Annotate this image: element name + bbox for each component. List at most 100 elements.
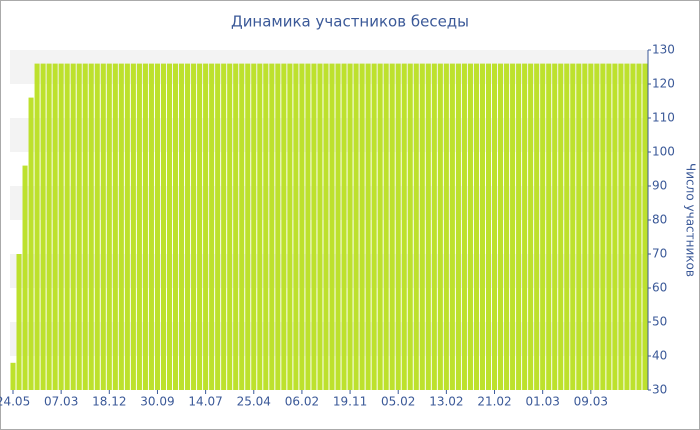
y-tick-label: 30 (652, 383, 667, 397)
bar (504, 63, 510, 390)
y-tick-label: 50 (652, 315, 667, 329)
bar (40, 63, 46, 390)
bar (215, 63, 221, 390)
x-tick-label: 07.03 (44, 395, 78, 409)
bar (227, 63, 233, 390)
bar (401, 63, 407, 390)
bar (347, 63, 353, 390)
bar (425, 63, 431, 390)
bar (311, 63, 317, 390)
bar (239, 63, 245, 390)
bar (197, 63, 203, 390)
bar (323, 63, 329, 390)
bar (455, 63, 461, 390)
bar (317, 63, 323, 390)
bar (16, 254, 22, 390)
bar (58, 63, 64, 390)
bar (148, 63, 154, 390)
bar (299, 63, 305, 390)
bar (100, 63, 106, 390)
bar (606, 63, 612, 390)
bar (576, 63, 582, 390)
bar (269, 63, 275, 390)
bar (473, 63, 479, 390)
bar (618, 63, 624, 390)
bar (546, 63, 552, 390)
bar (407, 63, 413, 390)
bar (64, 63, 70, 390)
bar (293, 63, 299, 390)
bar (106, 63, 112, 390)
bar (76, 63, 82, 390)
bar (287, 63, 293, 390)
bar (209, 63, 215, 390)
bar (34, 63, 40, 390)
bar (630, 63, 636, 390)
x-tick-label: 05.02 (381, 395, 415, 409)
bar (600, 63, 606, 390)
bar (46, 63, 52, 390)
bar (498, 63, 504, 390)
x-tick-label: 01.03 (525, 395, 559, 409)
bar (28, 97, 34, 390)
bar (166, 63, 173, 390)
bar (251, 63, 257, 390)
bar (636, 63, 642, 390)
bar (329, 63, 335, 390)
bar (395, 63, 401, 390)
bar (371, 63, 377, 390)
bar (419, 63, 425, 390)
bar (516, 63, 522, 390)
bar (377, 63, 383, 390)
bar (185, 63, 191, 390)
bar (10, 362, 16, 390)
chart-title: Динамика участников беседы (231, 13, 469, 31)
y-tick-label: 70 (652, 247, 667, 261)
bar (233, 63, 239, 390)
bar (335, 63, 341, 390)
bar (142, 63, 148, 390)
bar (564, 63, 570, 390)
y-axis-title: Число участников (684, 163, 698, 277)
bar (383, 63, 389, 390)
bar (443, 63, 449, 390)
bar (263, 63, 269, 390)
bar (88, 63, 94, 390)
bar (449, 63, 455, 390)
bar (642, 63, 648, 390)
bar (136, 63, 142, 390)
y-tick-label: 110 (652, 111, 675, 125)
bar (70, 63, 76, 390)
bar (491, 63, 498, 390)
bar (160, 63, 167, 390)
y-tick-label: 40 (652, 349, 667, 363)
bar (245, 63, 251, 390)
bar (179, 63, 185, 390)
bar (124, 63, 130, 390)
bar (540, 63, 546, 390)
bar (624, 63, 630, 390)
bar (22, 165, 28, 390)
bar (594, 63, 600, 390)
y-tick-label: 120 (652, 77, 675, 91)
bar (431, 63, 437, 390)
bar (528, 63, 534, 390)
bar (257, 63, 263, 390)
bar (389, 63, 395, 390)
bar (172, 63, 179, 390)
bar (275, 63, 281, 390)
bar (112, 63, 118, 390)
bar (437, 63, 443, 390)
y-tick-label: 60 (652, 281, 667, 295)
bar (130, 63, 136, 390)
bar (479, 63, 486, 390)
bar (94, 63, 100, 390)
bar (413, 63, 419, 390)
x-tick-label: 09.03 (574, 395, 608, 409)
y-tick-label: 130 (652, 43, 675, 57)
bar (522, 63, 528, 390)
bar (582, 63, 588, 390)
x-tick-label: 18.12 (92, 395, 126, 409)
x-tick-label: 14.07 (188, 395, 222, 409)
